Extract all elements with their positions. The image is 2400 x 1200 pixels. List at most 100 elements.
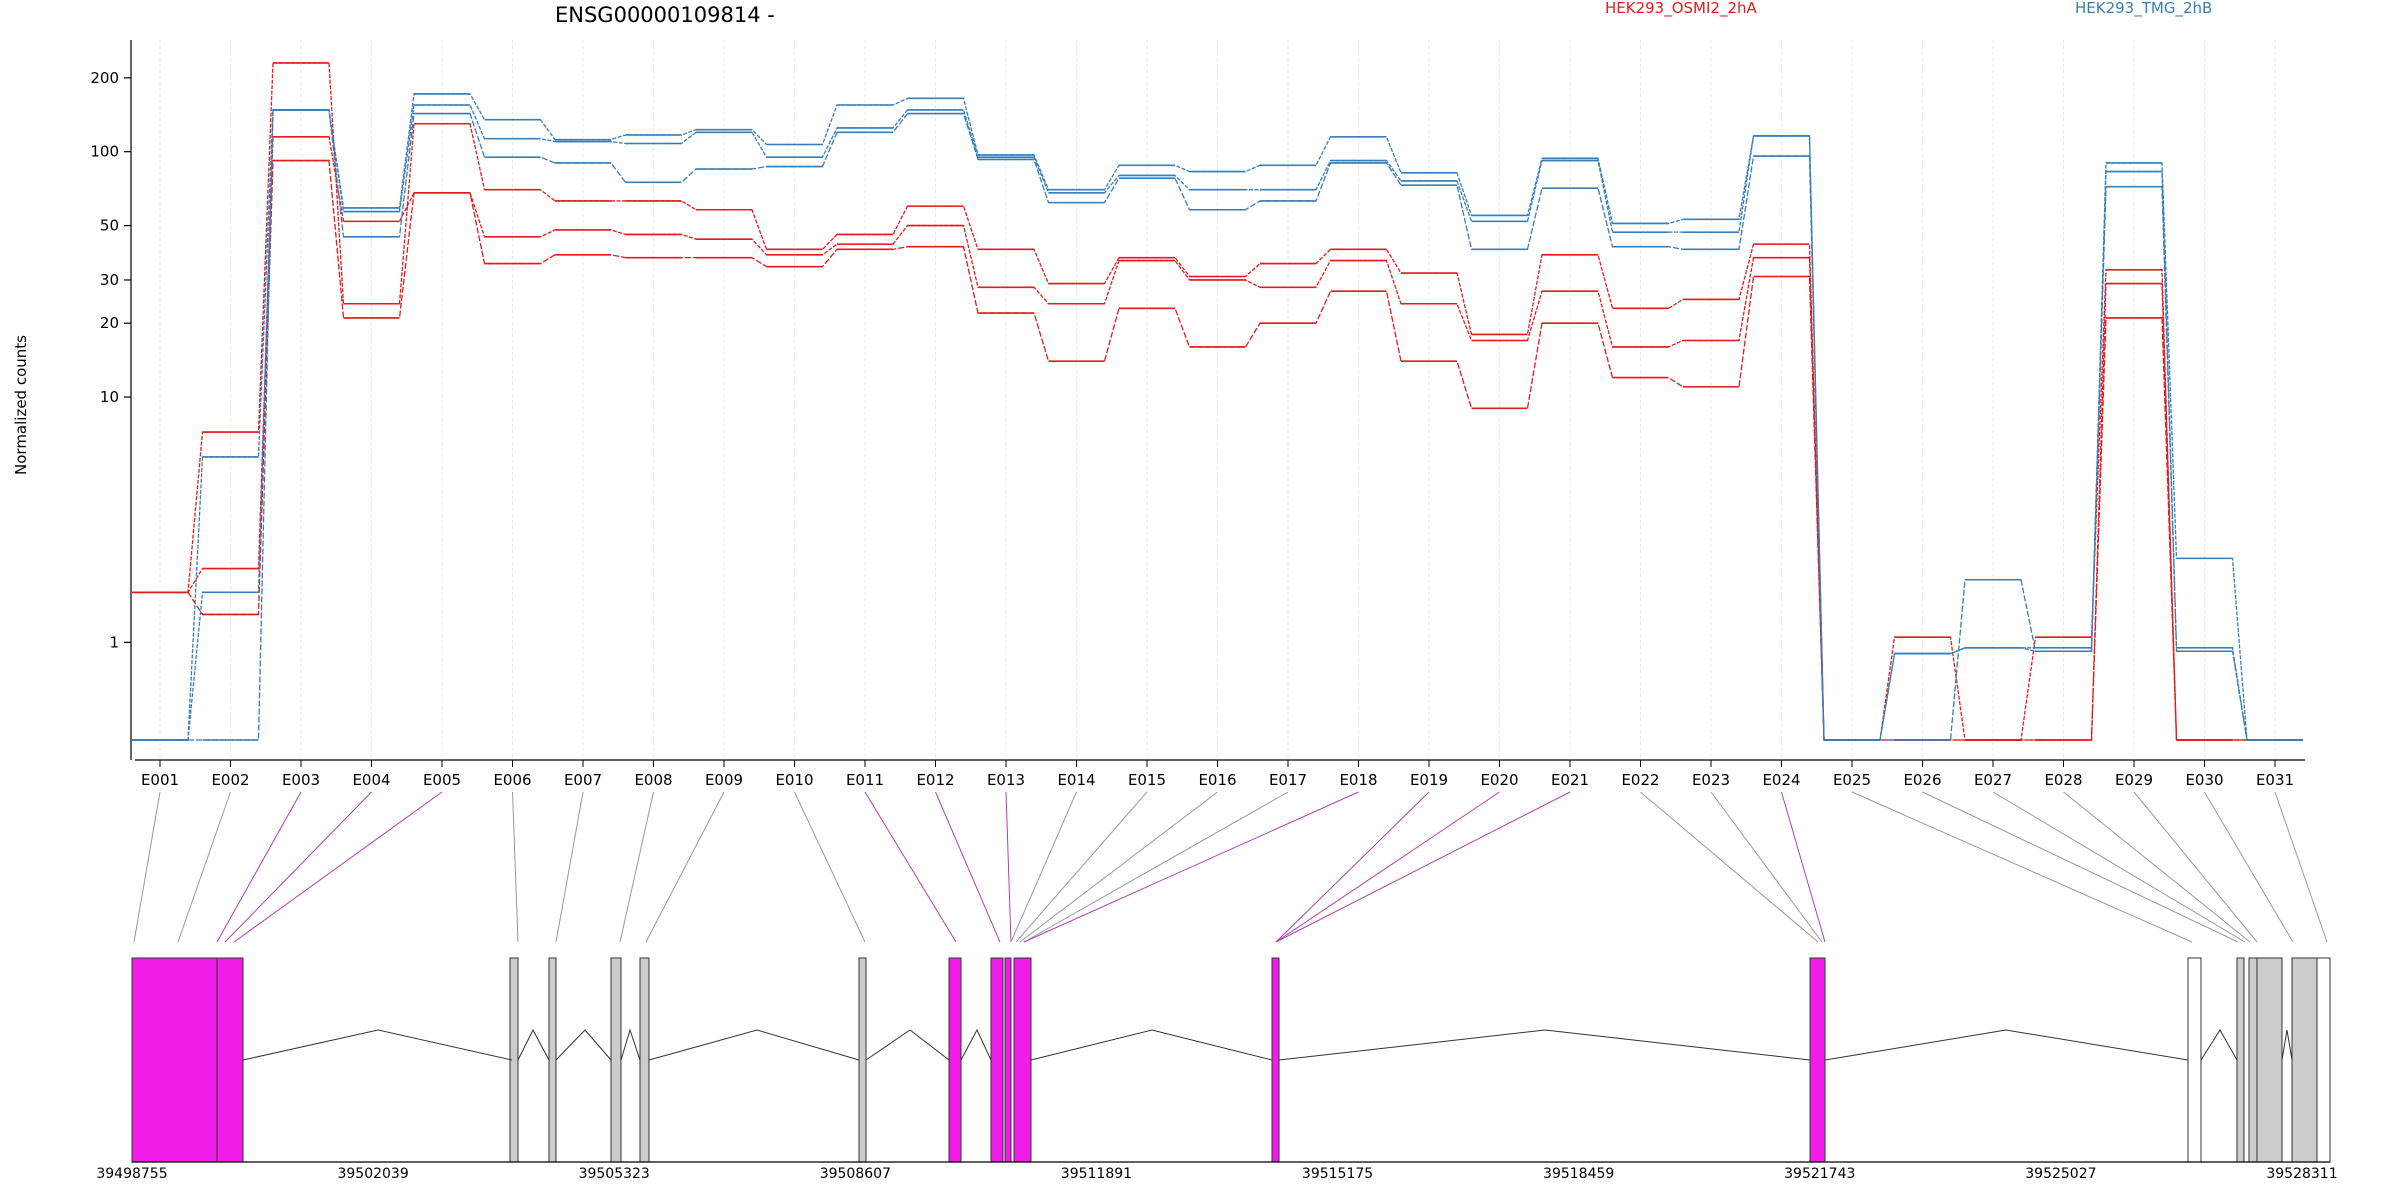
intron-line [1824,1029,2189,1061]
x-tick-label-E011: E011 [846,771,884,789]
exon-block-16 [2248,957,2258,1163]
connector-E012 [935,791,1001,943]
coordinate-label: 39505323 [579,1166,650,1182]
x-tick-label-E026: E026 [1903,771,1941,789]
intron-line [555,1029,612,1061]
exon-block-11 [1013,957,1032,1163]
x-tick-label-E006: E006 [493,771,531,789]
intron-line [2281,1029,2293,1061]
connector-E002 [177,791,231,943]
connector-E005 [233,791,443,943]
intron-line [517,1028,550,1061]
y-tick-label: 100 [90,143,119,161]
connector-E001 [133,791,161,943]
intron-line [865,1029,950,1061]
y-tick-label: 20 [100,314,119,332]
exon-block-6 [639,957,650,1163]
gene-model-track [131,957,2331,1163]
coordinate-label: 39508607 [820,1166,891,1182]
connector-E014 [1010,791,1077,943]
intron-line [1030,1029,1273,1061]
legend-entry-tmg: HEK293_TMG_2hB [2075,0,2212,18]
connector-E022 [1640,791,1819,943]
x-tick-label-E008: E008 [634,771,672,789]
intron-line [960,1028,992,1061]
x-axis: E001 E002 E003 E004 E005 E006 E007 E008 E009 E010… [135,759,2305,789]
x-tick-label-E018: E018 [1339,771,1377,789]
exon-block-9 [990,957,1004,1163]
connector-E028 [2063,791,2251,943]
connector-E013 [1005,791,1012,943]
connector-E015 [1015,791,1148,943]
connector-E026 [1922,791,2239,943]
y-axis: 1 10 20 30 50 100 200 [90,40,132,760]
x-tick-label-E013: E013 [987,771,1025,789]
connector-E020 [1275,791,1500,943]
connector-E018 [1023,791,1359,943]
intron-line [1278,1029,1811,1061]
connector-E023 [1710,791,1823,943]
exon-block-5 [610,957,622,1163]
connector-E025 [1851,791,2193,943]
series-line-5 [132,104,2303,741]
connector-E029 [2133,791,2258,943]
connector-E004 [224,791,372,943]
x-tick-label-E025: E025 [1833,771,1871,789]
x-tick-label-E010: E010 [775,771,813,789]
x-tick-label-E027: E027 [1974,771,2012,789]
series-lines [132,62,2303,741]
coordinate-label: 39525027 [2025,1166,2096,1182]
exon-block-1 [131,957,218,1163]
connector-E030 [2204,791,2294,943]
x-tick-label-E019: E019 [1410,771,1448,789]
connector-E011 [864,791,957,943]
x-tick-label-E014: E014 [1057,771,1095,789]
x-tick-label-E012: E012 [916,771,954,789]
exon-block-10 [1004,957,1012,1163]
x-tick-label-E004: E004 [352,771,390,789]
x-tick-label-E002: E002 [211,771,249,789]
x-tick-label-E015: E015 [1128,771,1166,789]
connector-E021 [1275,791,1571,943]
intron-line [2200,1029,2238,1061]
legend-entry-osmi2: HEK293_OSMI2_2hA [1605,0,1758,18]
coordinate-label: 39528311 [2266,1166,2337,1182]
x-tick-label-E009: E009 [705,771,743,789]
coordinate-label: 39518459 [1543,1166,1614,1182]
y-tick-label: 30 [100,271,119,289]
intron-line [620,1028,641,1061]
x-tick-label-E001: E001 [141,771,179,789]
coordinate-label: 39502039 [337,1166,408,1182]
x-tick-label-E030: E030 [2185,771,2223,789]
exon-block-2 [216,957,244,1163]
connector-E006 [512,791,519,943]
intron-line [242,1029,513,1061]
exon-block-8 [948,957,962,1163]
y-axis-label: Normalized counts [12,335,30,475]
x-tick-label-E031: E031 [2256,771,2294,789]
grid-lines [159,40,2276,760]
coordinate-label: 39511891 [1061,1166,1132,1182]
y-tick-label: 200 [90,69,119,87]
x-tick-label-E023: E023 [1692,771,1730,789]
connector-E003 [216,791,302,943]
connector-E007 [555,791,584,943]
exon-connector-lines [133,791,2328,943]
x-tick-label-E017: E017 [1269,771,1307,789]
intron-line [648,1029,860,1061]
exon-block-13 [1809,957,1826,1163]
exon-block-7 [858,957,867,1163]
connector-E016 [1019,791,1218,943]
x-tick-label-E024: E024 [1762,771,1800,789]
chart-title: ENSG00000109814 - [555,3,775,27]
exon-block-4 [548,957,557,1163]
connector-E019 [1275,791,1430,943]
coordinate-label: 39521743 [1784,1166,1855,1182]
x-tick-label-E022: E022 [1621,771,1659,789]
genomic-coordinate-axis: 39498755 39502039 39505323 39508607 39511891… [96,1161,2338,1182]
x-tick-label-E029: E029 [2115,771,2153,789]
connector-E009 [645,791,725,943]
x-tick-label-E003: E003 [282,771,320,789]
x-tick-label-E028: E028 [2044,771,2082,789]
y-tick-label: 1 [109,633,119,651]
